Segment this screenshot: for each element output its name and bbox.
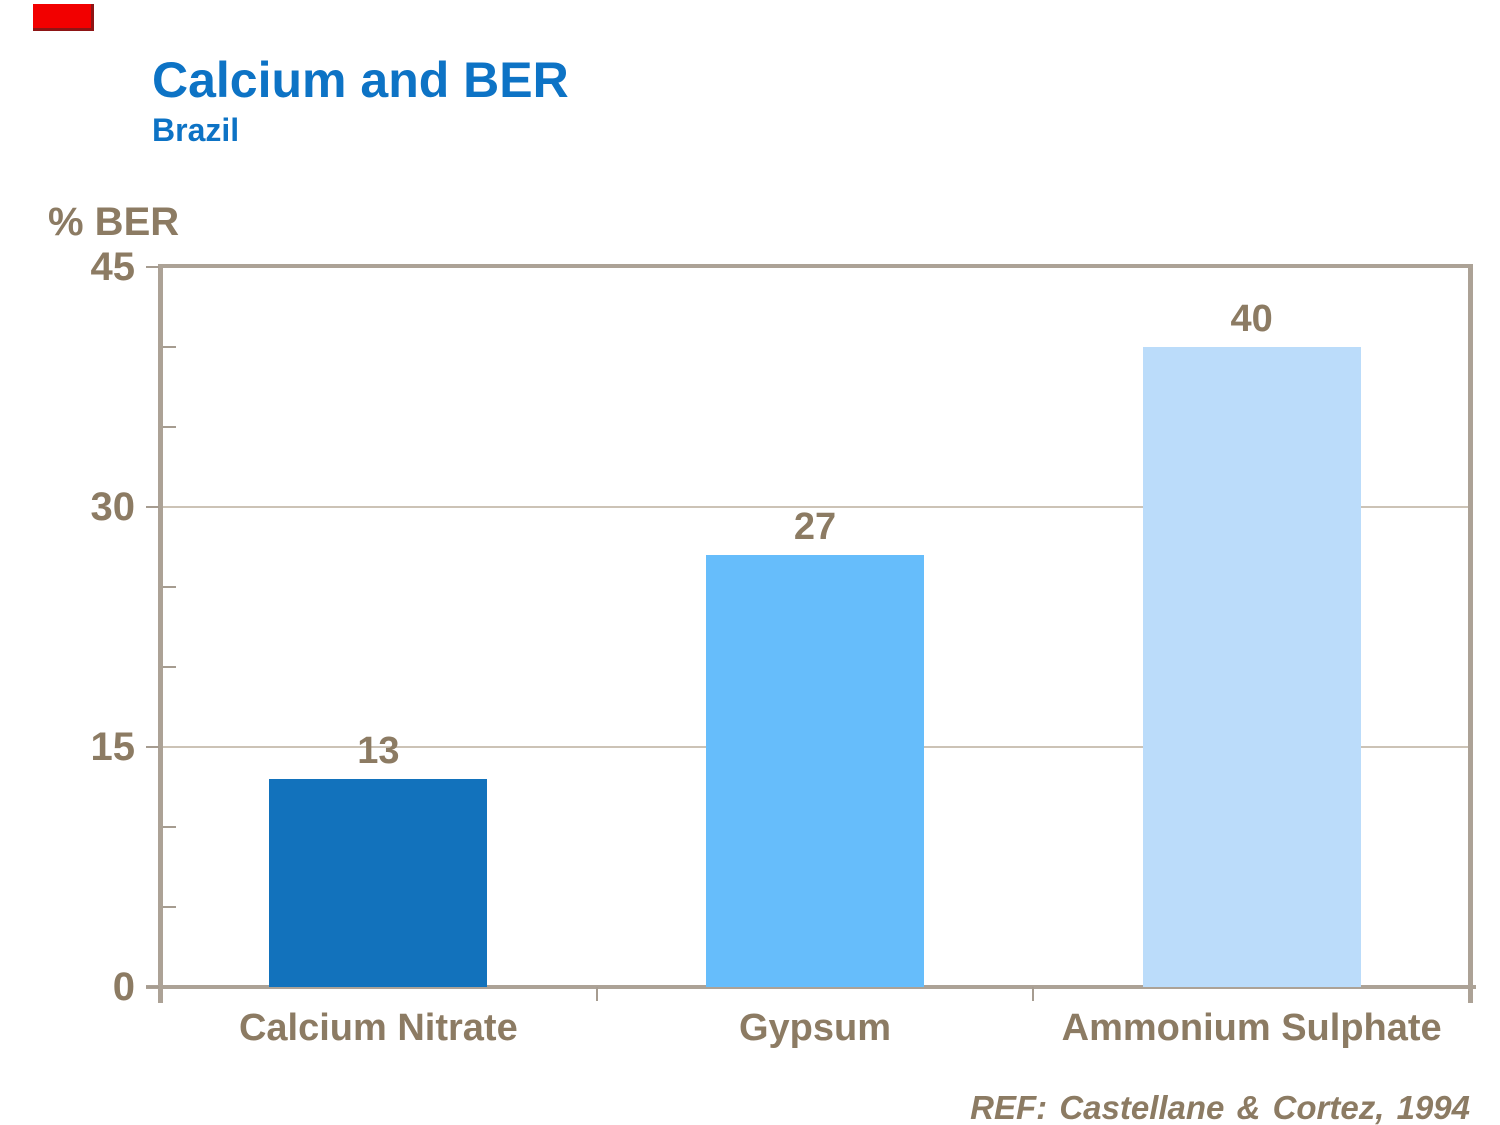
y-major-tick bbox=[146, 746, 159, 748]
y-axis-title: % BER bbox=[48, 200, 180, 244]
y-minor-tick bbox=[163, 426, 176, 428]
y-axis-line bbox=[158, 264, 163, 1003]
y-tick-label: 45 bbox=[90, 245, 136, 289]
y-minor-tick bbox=[163, 826, 176, 828]
bar-value-label: 27 bbox=[793, 506, 837, 548]
y-major-tick bbox=[146, 266, 159, 268]
reference-note: REF: Castellane & Cortez, 1994 bbox=[970, 1089, 1470, 1125]
plot-border-top bbox=[158, 264, 1473, 268]
x-category-label: Ammonium Sulphate bbox=[1061, 1007, 1442, 1049]
bar-value-label: 13 bbox=[357, 730, 400, 772]
page-title: Calcium and BER bbox=[152, 52, 569, 108]
y-minor-tick bbox=[163, 346, 176, 348]
x-boundary-tick bbox=[1032, 987, 1035, 1001]
y-minor-tick bbox=[163, 666, 176, 668]
x-axis-line bbox=[146, 985, 1476, 989]
y-major-tick bbox=[146, 506, 159, 508]
red-accent-block bbox=[33, 4, 94, 31]
y-tick-label: 0 bbox=[112, 965, 135, 1009]
x-category-label: Calcium Nitrate bbox=[238, 1007, 518, 1049]
x-category-label: Gypsum bbox=[738, 1007, 892, 1049]
x-boundary-tick bbox=[595, 987, 598, 1001]
bar-value-label: 40 bbox=[1230, 298, 1273, 340]
y-tick-label: 15 bbox=[90, 725, 136, 769]
y-tick-label: 30 bbox=[90, 485, 136, 529]
bar-gypsum bbox=[706, 555, 924, 987]
gridline bbox=[163, 506, 1468, 508]
plot-border-right bbox=[1468, 264, 1473, 1003]
y-minor-tick bbox=[163, 586, 176, 588]
bar-ammonium-sulphate bbox=[1142, 347, 1361, 987]
bar-calcium-nitrate bbox=[269, 779, 488, 987]
y-major-tick bbox=[146, 986, 159, 988]
y-minor-tick bbox=[163, 906, 176, 908]
page-subtitle: Brazil bbox=[152, 112, 240, 148]
